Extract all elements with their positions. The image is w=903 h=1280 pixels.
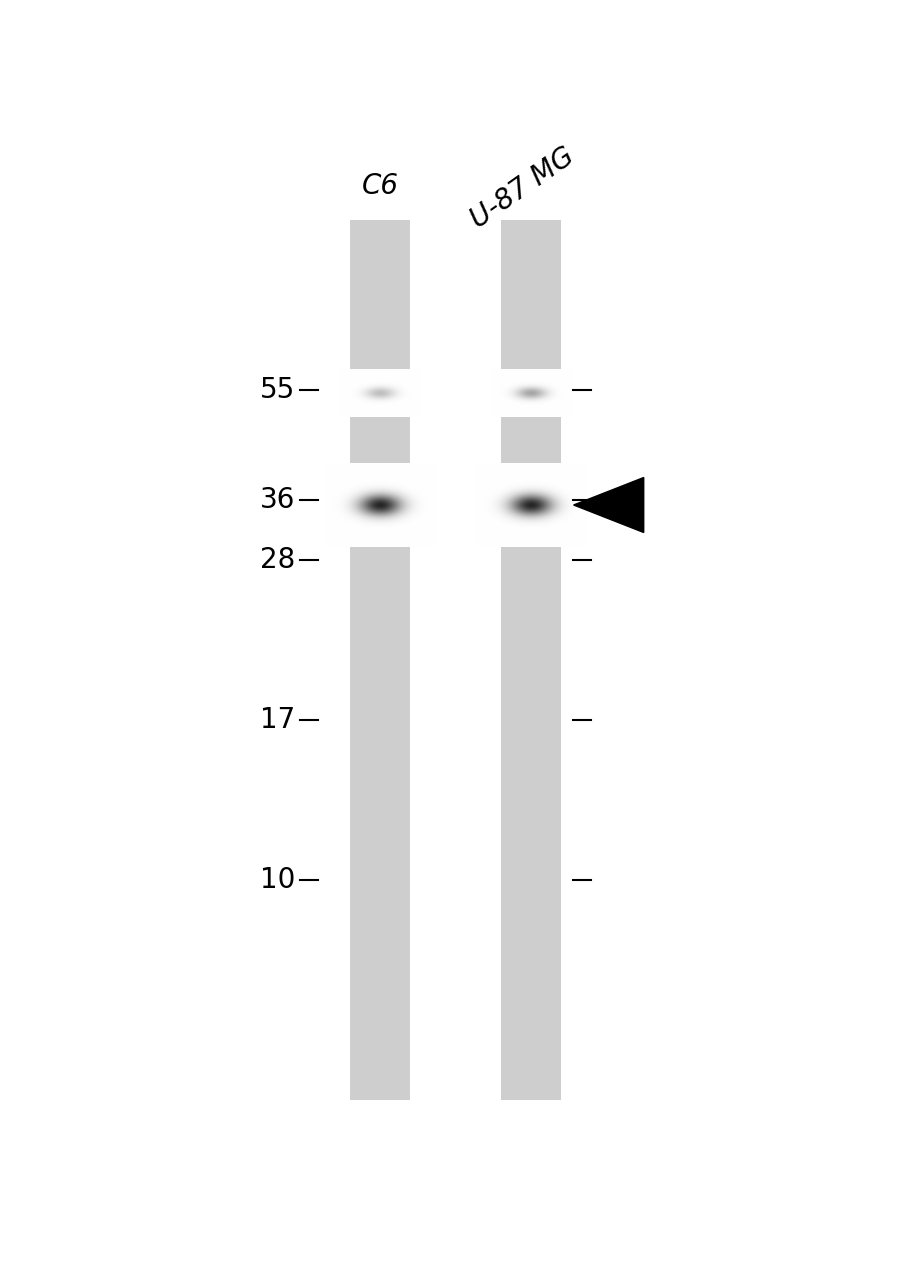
Text: U-87 MG: U-87 MG [465, 142, 579, 234]
Bar [350, 220, 410, 1100]
Text: 55: 55 [260, 376, 295, 404]
Bar [500, 220, 560, 1100]
Polygon shape [573, 477, 643, 532]
Text: C6: C6 [361, 172, 398, 200]
Text: 28: 28 [260, 547, 295, 573]
Text: 36: 36 [260, 486, 295, 515]
Text: 10: 10 [260, 867, 295, 893]
Text: 17: 17 [260, 707, 295, 733]
